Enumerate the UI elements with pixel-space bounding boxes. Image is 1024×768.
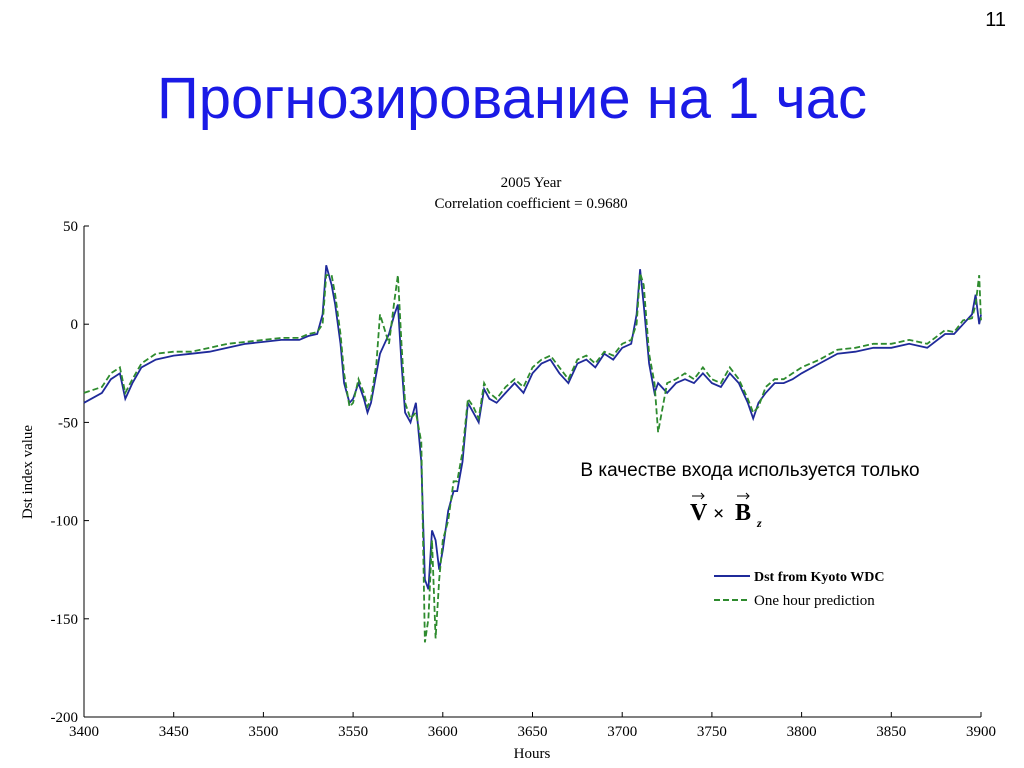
slide-number: 11 bbox=[985, 9, 1006, 31]
formula-b: B bbox=[735, 500, 751, 526]
x-tick-label: 3550 bbox=[338, 724, 368, 740]
formula-z: z bbox=[756, 516, 762, 530]
legend-label: One hour prediction bbox=[754, 593, 875, 609]
x-tick-label: 3650 bbox=[518, 724, 548, 740]
chart-subtitle: Correlation coefficient = 0.9680 bbox=[434, 196, 627, 212]
x-axis-label: Hours bbox=[514, 746, 551, 762]
series-line bbox=[83, 272, 982, 643]
vector-arrows bbox=[692, 492, 750, 500]
formula-times: × bbox=[713, 503, 724, 525]
annotation: В качестве входа используется только bbox=[580, 460, 919, 481]
x-tick-label: 3600 bbox=[428, 724, 458, 740]
chart-title: 2005 Year bbox=[501, 175, 562, 191]
x-tick-label: 3700 bbox=[607, 724, 637, 740]
y-tick-label: 0 bbox=[71, 317, 79, 333]
x-tick-label: 3400 bbox=[69, 724, 99, 740]
formula: V × B z bbox=[690, 492, 762, 530]
y-tick-label: -100 bbox=[51, 514, 79, 530]
x-tick-label: 3500 bbox=[248, 724, 278, 740]
y-axis-label: Dst index value bbox=[20, 425, 36, 519]
y-tick-label: -150 bbox=[51, 612, 79, 628]
series-line bbox=[83, 265, 982, 590]
y-tick-label: 50 bbox=[63, 219, 78, 235]
y-tick-label: -50 bbox=[58, 415, 78, 431]
x-tick-label: 3800 bbox=[787, 724, 817, 740]
x-tick-label: 3750 bbox=[697, 724, 727, 740]
y-tick-label: -200 bbox=[51, 710, 79, 726]
x-tick-label: 3850 bbox=[876, 724, 906, 740]
slide-title: Прогнозирование на 1 час bbox=[157, 66, 867, 131]
legend-label: Dst from Kyoto WDC bbox=[754, 570, 885, 585]
x-tick-label: 3900 bbox=[966, 724, 996, 740]
formula-v: V bbox=[690, 500, 708, 526]
x-tick-label: 3450 bbox=[159, 724, 189, 740]
